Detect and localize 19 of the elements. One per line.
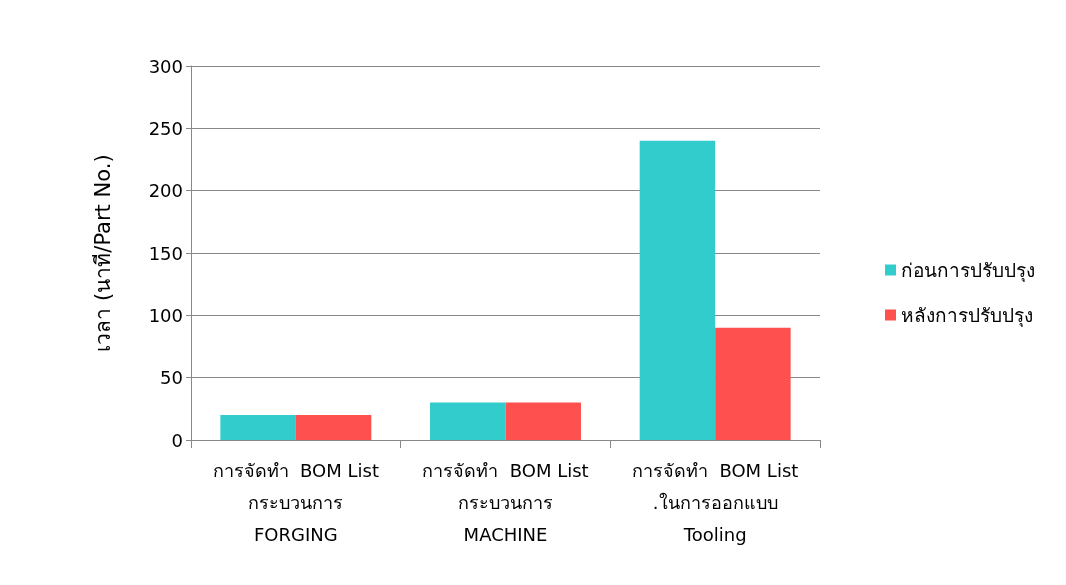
y-tick-label: 100	[148, 304, 183, 326]
bar	[295, 415, 372, 440]
y-tick-label: 0	[171, 429, 183, 451]
y-tick-label: 50	[160, 367, 183, 389]
y-tick-label: 200	[148, 180, 183, 202]
legend-label: หลังการปรับปรุง	[901, 304, 1033, 328]
bar	[639, 140, 716, 440]
bar	[220, 415, 296, 440]
x-tick-label: การจัดทำ BOM List .ในการออกแบบ Tooling	[631, 459, 799, 545]
legend-label: ก่อนการปรับปรุง	[901, 259, 1035, 283]
x-tick-label: การจัดทำ BOM List กระบวนการ MACHINE	[422, 459, 589, 545]
x-tick-label: การจัดทำ BOM List กระบวนการ FORGING	[212, 459, 380, 545]
y-tick-label: 150	[148, 242, 183, 264]
y-axis-title: เวลา (นาที/Part No.)	[90, 154, 115, 352]
bar	[715, 327, 791, 440]
bar	[505, 402, 581, 440]
bar	[430, 402, 506, 440]
y-tick-label: 300	[148, 55, 183, 77]
y-tick-label: 250	[148, 117, 183, 139]
